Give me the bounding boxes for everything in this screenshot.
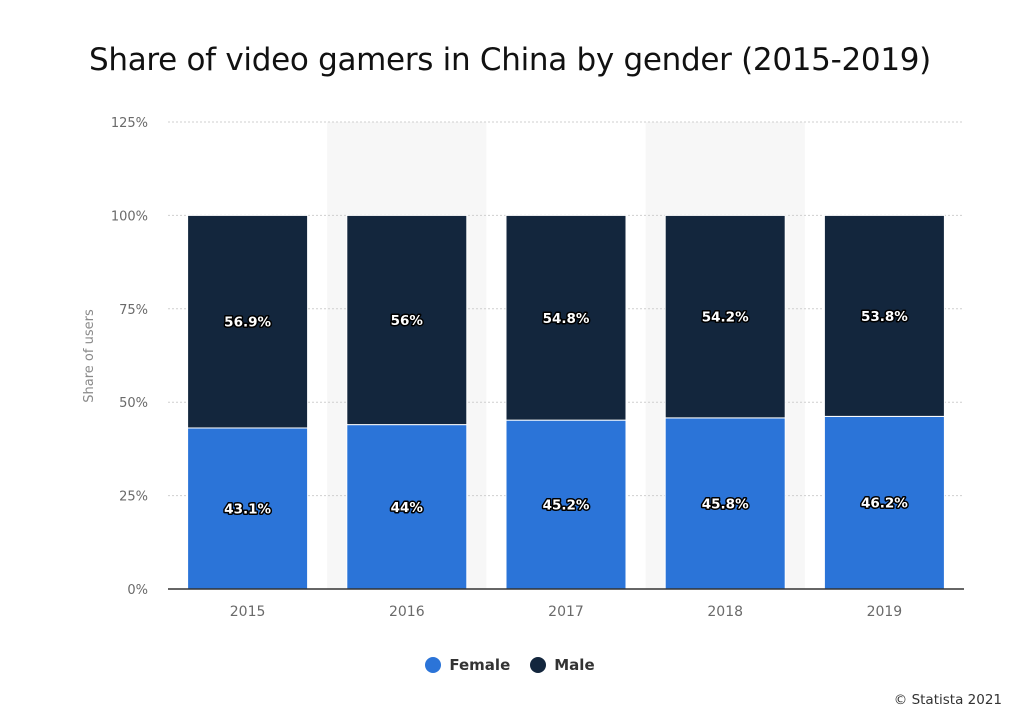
data-label-female-2018: 45.8%	[702, 496, 749, 512]
data-label-male-2017: 54.8%	[543, 311, 590, 327]
x-tick-label-2018: 2018	[707, 604, 743, 620]
statista-credit[interactable]: © Statista 2021	[893, 692, 1002, 708]
legend-label-male: Male	[554, 656, 595, 674]
y-tick-label: 50%	[119, 396, 148, 411]
legend: Female Male	[0, 656, 1020, 674]
data-label-female-2017: 45.2%	[543, 498, 590, 514]
legend-marker-male	[530, 657, 547, 673]
bar-male-2016[interactable]	[346, 214, 468, 426]
data-label-male-2018: 54.2%	[702, 310, 749, 326]
x-axis-ticks: 2015 2016 2017 2018 2019	[230, 604, 902, 620]
legend-item-male[interactable]: Male	[530, 656, 595, 674]
x-tick-label-2016: 2016	[389, 604, 425, 620]
bars	[187, 214, 945, 590]
legend-label-female: Female	[449, 656, 511, 674]
chart-title: Share of video gamers in China by gender…	[89, 42, 931, 78]
y-tick-label: 0%	[127, 583, 148, 598]
x-tick-label-2017: 2017	[548, 604, 584, 620]
y-axis-ticks: 0% 25% 50% 75% 100% 125%	[111, 116, 148, 598]
bar-female-2015[interactable]	[187, 427, 309, 590]
y-tick-label: 125%	[111, 116, 148, 131]
data-label-male-2015: 56.9%	[224, 315, 271, 331]
bar-male-2015[interactable]	[187, 214, 309, 429]
legend-item-female[interactable]: Female	[425, 656, 510, 674]
y-tick-label: 75%	[119, 303, 148, 318]
legend-marker-female	[425, 657, 442, 673]
bar-male-2019[interactable]	[823, 214, 945, 417]
x-tick-label-2015: 2015	[230, 604, 266, 620]
x-tick-label-2019: 2019	[867, 604, 903, 620]
data-label-female-2016: 44%	[391, 500, 424, 516]
data-labels: 43.1% 56.9% 44% 56% 45.2% 54.8% 45.8% 54.2% 46.2…	[223, 307, 910, 519]
bar-male-2017[interactable]	[505, 214, 627, 421]
y-tick-label: 100%	[111, 209, 148, 224]
data-label-male-2019: 53.8%	[861, 309, 908, 325]
data-label-male-2016: 56%	[391, 313, 424, 329]
data-label-female-2019: 46.2%	[861, 496, 908, 512]
data-label-female-2015: 43.1%	[224, 501, 271, 517]
bar-female-2019[interactable]	[823, 415, 945, 590]
y-tick-label: 25%	[119, 490, 148, 505]
bar-female-2018[interactable]	[664, 417, 786, 590]
bar-male-2018[interactable]	[664, 214, 786, 419]
bar-female-2016[interactable]	[346, 424, 468, 590]
y-axis-title: Share of users	[82, 309, 97, 403]
bar-female-2017[interactable]	[505, 419, 627, 590]
